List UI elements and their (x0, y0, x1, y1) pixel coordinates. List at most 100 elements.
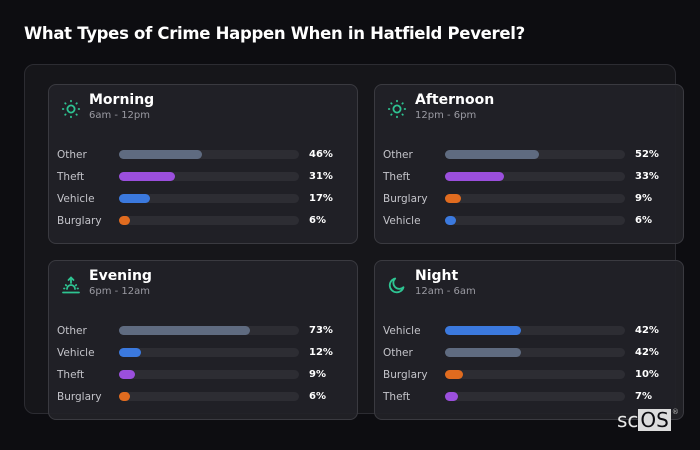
bar-track (119, 326, 299, 335)
bar-track (119, 370, 299, 379)
percentage-value: 73% (309, 325, 333, 336)
card-time-range: 12am - 6am (415, 286, 476, 297)
bar-fill (119, 216, 130, 225)
bar-fill (119, 348, 141, 357)
category-label: Burglary (57, 215, 102, 227)
percentage-value: 42% (635, 347, 659, 358)
bar-row-theft: Theft 7% (383, 389, 679, 411)
percentage-value: 6% (309, 391, 326, 402)
bar-row-other: Other 73% (57, 323, 353, 345)
category-label: Vehicle (383, 215, 421, 227)
category-label: Burglary (383, 193, 428, 205)
sun-icon (387, 99, 407, 119)
bar-row-other: Other 52% (383, 147, 679, 169)
bar-row-other: Other 42% (383, 345, 679, 367)
bar-fill (445, 172, 504, 181)
scos-logo: sc OS ® (617, 408, 679, 432)
bar-fill (445, 348, 521, 357)
category-label: Vehicle (57, 347, 95, 359)
category-label: Theft (57, 369, 85, 381)
category-label: Burglary (383, 369, 428, 381)
card-morning: Morning 6am - 12pm Other 46% Theft 31% Vehicle… (48, 84, 358, 244)
card-title: Night (415, 268, 459, 284)
sun-icon (61, 99, 81, 119)
logo-registered: ® (671, 408, 679, 416)
bar-track (119, 194, 299, 203)
bar-list: Other 46% Theft 31% Vehicle 17% Burglary 6% (57, 147, 353, 235)
card-time-range: 12pm - 6pm (415, 110, 477, 121)
bar-track (445, 194, 625, 203)
bar-fill (119, 392, 130, 401)
bar-row-theft: Theft 33% (383, 169, 679, 191)
bar-row-burglary: Burglary 10% (383, 367, 679, 389)
percentage-value: 17% (309, 193, 333, 204)
category-label: Other (57, 149, 87, 161)
bar-row-vehicle: Vehicle 42% (383, 323, 679, 345)
bar-track (445, 370, 625, 379)
bar-fill (119, 370, 135, 379)
card-title: Evening (89, 268, 152, 284)
percentage-value: 6% (635, 215, 652, 226)
percentage-value: 7% (635, 391, 652, 402)
moon-icon (387, 275, 407, 295)
bar-track (445, 326, 625, 335)
bar-fill (119, 172, 175, 181)
bar-row-burglary: Burglary 6% (57, 389, 353, 411)
bar-fill (119, 326, 250, 335)
percentage-value: 31% (309, 171, 333, 182)
percentage-value: 42% (635, 325, 659, 336)
bar-row-vehicle: Vehicle 6% (383, 213, 679, 235)
bar-track (445, 392, 625, 401)
card-title: Afternoon (415, 92, 495, 108)
card-night: Night 12am - 6am Vehicle 42% Other 42% Burglar… (374, 260, 684, 420)
bar-track (445, 216, 625, 225)
page-title: What Types of Crime Happen When in Hatfi… (24, 24, 525, 43)
bar-row-theft: Theft 31% (57, 169, 353, 191)
category-label: Theft (57, 171, 85, 183)
bar-fill (119, 150, 202, 159)
bar-track (119, 392, 299, 401)
bar-track (445, 150, 625, 159)
bar-track (119, 216, 299, 225)
percentage-value: 9% (635, 193, 652, 204)
logo-sc: sc (617, 408, 639, 432)
bar-row-burglary: Burglary 9% (383, 191, 679, 213)
percentage-value: 52% (635, 149, 659, 160)
bar-row-burglary: Burglary 6% (57, 213, 353, 235)
bar-fill (445, 150, 539, 159)
percentage-value: 6% (309, 215, 326, 226)
bar-fill (445, 326, 521, 335)
bar-row-vehicle: Vehicle 12% (57, 345, 353, 367)
bar-row-other: Other 46% (57, 147, 353, 169)
bar-list: Other 52% Theft 33% Burglary 9% Vehicle 6% (383, 147, 679, 235)
bar-fill (445, 216, 456, 225)
bar-row-vehicle: Vehicle 17% (57, 191, 353, 213)
category-label: Other (57, 325, 87, 337)
percentage-value: 12% (309, 347, 333, 358)
category-label: Vehicle (57, 193, 95, 205)
card-time-range: 6pm - 12am (89, 286, 151, 297)
percentage-value: 46% (309, 149, 333, 160)
category-label: Theft (383, 391, 411, 403)
bar-track (445, 172, 625, 181)
card-afternoon: Afternoon 12pm - 6pm Other 52% Theft 33% Burgl… (374, 84, 684, 244)
card-evening: Evening 6pm - 12am Other 73% Vehicle 12% Theft… (48, 260, 358, 420)
bar-list: Vehicle 42% Other 42% Burglary 10% Theft 7% (383, 323, 679, 411)
sunset-icon (61, 275, 81, 295)
bar-track (119, 172, 299, 181)
bar-track (119, 150, 299, 159)
percentage-value: 9% (309, 369, 326, 380)
category-label: Vehicle (383, 325, 421, 337)
category-label: Theft (383, 171, 411, 183)
bar-track (445, 348, 625, 357)
bar-fill (119, 194, 150, 203)
bar-fill (445, 370, 463, 379)
percentage-value: 10% (635, 369, 659, 380)
category-label: Other (383, 149, 413, 161)
card-time-range: 6am - 12pm (89, 110, 151, 121)
bar-list: Other 73% Vehicle 12% Theft 9% Burglary 6% (57, 323, 353, 411)
bar-track (119, 348, 299, 357)
card-title: Morning (89, 92, 155, 108)
bar-fill (445, 194, 461, 203)
